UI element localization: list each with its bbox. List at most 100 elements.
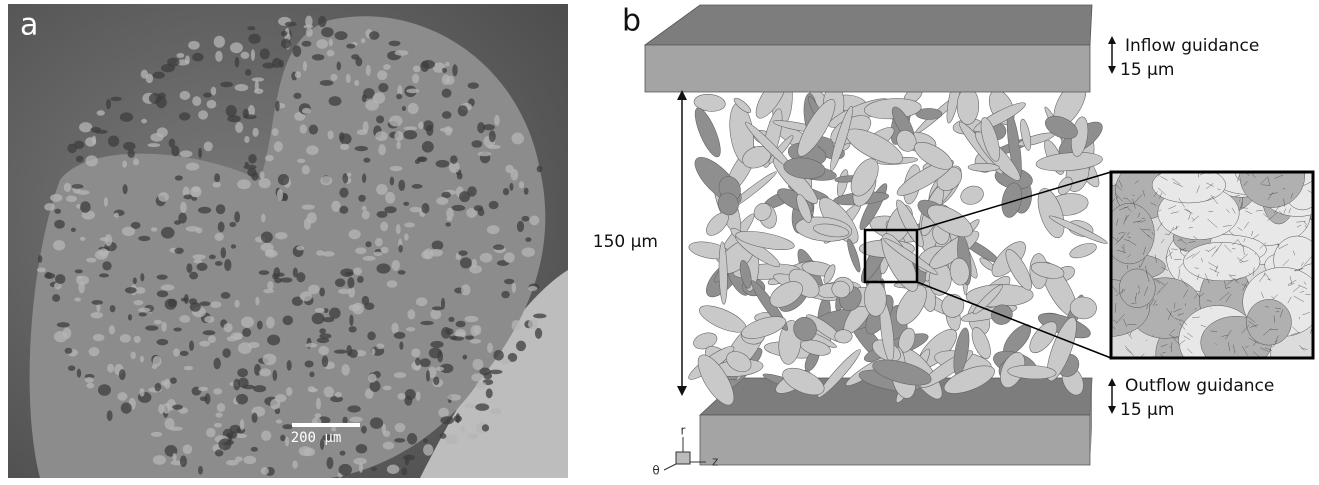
sem-pore (394, 332, 405, 339)
sem-pore (475, 403, 489, 411)
sem-pore (80, 237, 86, 241)
sem-pore (157, 275, 168, 280)
sem-pore (150, 133, 163, 142)
sem-pore (180, 91, 191, 100)
sem-pore (210, 301, 221, 308)
sem-pore (261, 467, 269, 475)
sem-pore (521, 216, 529, 222)
sem-pore (465, 404, 475, 409)
sem-pore (390, 166, 403, 171)
sem-pore (79, 122, 92, 132)
sem-pore (189, 341, 194, 351)
sem-pore (361, 426, 367, 434)
sem-pore (471, 373, 483, 381)
sem-pore (418, 122, 424, 129)
sem-pore (349, 349, 358, 358)
sem-pore (153, 455, 166, 465)
sem-pore (405, 389, 416, 400)
scale-bar-label: 200 µm (291, 430, 342, 446)
sem-pore (281, 31, 288, 37)
sem-pore (211, 87, 216, 96)
sem-pore (67, 144, 77, 154)
sem-pore (420, 321, 434, 325)
sem-pore (204, 316, 214, 323)
sem-pore (85, 155, 98, 166)
sem-pore (265, 155, 274, 161)
sem-pore (469, 265, 482, 274)
sem-pore (331, 201, 341, 212)
sem-pore (339, 187, 348, 197)
sem-pore (158, 192, 169, 202)
sem-pore (483, 124, 495, 130)
sem-pore (85, 137, 96, 146)
sem-pore (222, 348, 231, 358)
sem-pore (199, 301, 210, 306)
sem-pore (395, 423, 406, 432)
sem-pore (403, 130, 417, 139)
sem-pore (374, 252, 382, 256)
sem-pore (383, 430, 390, 437)
sem-pore (141, 119, 147, 124)
sem-pore (438, 408, 449, 418)
sem-pore (318, 346, 329, 355)
sem-pore (406, 89, 419, 94)
sem-pore (170, 377, 177, 384)
sem-image: 200 µm (8, 4, 568, 478)
sem-pore (309, 124, 318, 134)
sem-pore (55, 274, 65, 284)
sem-pore (458, 250, 467, 255)
sem-pore (442, 111, 452, 119)
sem-pore (226, 460, 238, 466)
sem-pore (146, 74, 153, 84)
sem-pore (529, 216, 539, 226)
sem-pore (319, 328, 326, 334)
sem-pore (214, 173, 220, 182)
sem-pore (486, 388, 493, 398)
sem-pore (306, 28, 313, 37)
sem-pore (318, 16, 326, 27)
sem-pore (97, 110, 105, 116)
sem-pore (95, 130, 108, 134)
sem-pore (198, 148, 202, 159)
sem-pore (278, 174, 289, 185)
sem-pore (500, 358, 510, 364)
sem-pore (186, 226, 199, 232)
sem-pore (410, 207, 422, 213)
sem-pore (121, 402, 132, 413)
sem-pore (151, 227, 158, 231)
sem-pore (147, 143, 160, 147)
sem-pore (407, 433, 417, 445)
sem-pore (378, 144, 386, 155)
sem-pore (413, 65, 421, 72)
sem-pore (511, 132, 524, 144)
sem-pore (235, 84, 249, 91)
sem-pore (167, 58, 179, 67)
sem-pore (234, 300, 239, 308)
sem-pore (340, 451, 346, 456)
sem-pore (390, 177, 394, 186)
sem-pore (304, 448, 316, 457)
sem-pore (346, 74, 351, 83)
sem-pore (175, 175, 183, 180)
sem-pore (68, 365, 75, 371)
sem-pore (445, 62, 449, 67)
sem-pore (340, 144, 349, 150)
sem-pore (138, 308, 150, 313)
sem-pore (173, 327, 182, 331)
sem-pore (198, 110, 208, 119)
sem-pore (440, 416, 454, 424)
outflow-label: Outflow guidance (1125, 376, 1274, 396)
sem-pore (377, 70, 387, 80)
sem-pore (489, 130, 496, 142)
sem-pore (411, 348, 420, 357)
arrow-head (1108, 378, 1116, 386)
sem-pore (396, 94, 402, 100)
sem-pore (465, 335, 474, 339)
sem-pore (186, 163, 200, 171)
sem-pore (171, 146, 179, 157)
sem-pore (276, 273, 284, 277)
sem-pore (361, 38, 365, 43)
sem-pore (421, 203, 429, 214)
mesh-blob (1240, 143, 1305, 207)
sem-pore (80, 201, 91, 213)
